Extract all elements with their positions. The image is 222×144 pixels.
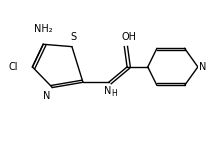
- Text: H: H: [111, 89, 117, 98]
- Text: Cl: Cl: [8, 62, 18, 72]
- Text: N: N: [199, 62, 207, 72]
- Text: N: N: [104, 86, 111, 96]
- Text: NH₂: NH₂: [34, 24, 53, 34]
- Text: OH: OH: [121, 32, 137, 42]
- Text: N: N: [43, 91, 50, 101]
- Text: S: S: [71, 32, 77, 42]
